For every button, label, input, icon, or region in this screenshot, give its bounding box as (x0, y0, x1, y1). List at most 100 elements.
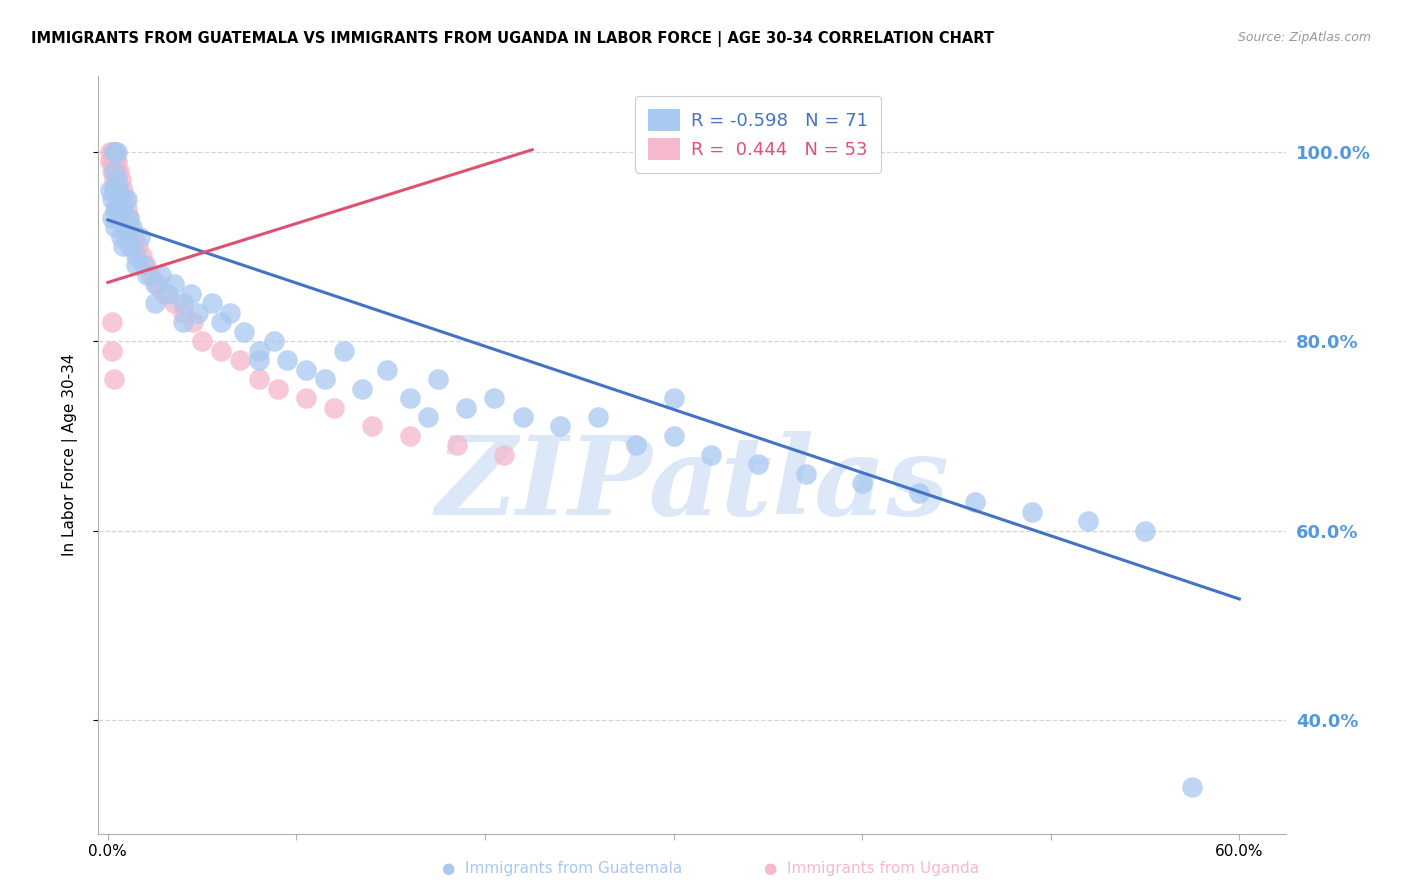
Point (456, 401, 478, 415)
Point (484, 391, 506, 405)
Point (232, 325, 254, 339)
Point (103, 163, 125, 178)
Point (115, 202, 138, 216)
Point (127, 239, 149, 253)
Point (143, 296, 166, 310)
Point (103, 145, 125, 159)
Point (103, 173, 125, 187)
Point (105, 192, 128, 206)
Point (111, 202, 134, 216)
Point (114, 220, 136, 235)
Point (120, 239, 142, 253)
Point (172, 296, 194, 310)
Point (111, 239, 134, 253)
Point (98, 145, 121, 159)
Point (120, 220, 142, 235)
Point (108, 163, 131, 178)
Point (110, 192, 132, 206)
Point (111, 202, 134, 216)
Point (100, 211, 122, 225)
Point (122, 230, 145, 244)
Point (418, 410, 440, 425)
Point (103, 145, 125, 159)
Point (794, 467, 817, 481)
Point (586, 410, 609, 425)
Point (624, 438, 647, 452)
Point (1021, 505, 1043, 519)
Point (103, 182, 125, 196)
Point (149, 268, 172, 282)
Point (191, 334, 214, 348)
Text: IMMIGRANTS FROM GUATEMALA VS IMMIGRANTS FROM UGANDA IN LABOR FORCE | AGE 30-34 C: IMMIGRANTS FROM GUATEMALA VS IMMIGRANTS … (31, 31, 994, 47)
Point (276, 353, 298, 368)
Point (662, 429, 685, 443)
Point (141, 268, 163, 282)
Point (121, 220, 143, 235)
Point (98, 154, 121, 169)
Point (1181, 780, 1204, 794)
Point (129, 230, 152, 244)
Point (98, 182, 121, 196)
Point (163, 296, 186, 310)
Point (105, 173, 128, 187)
Point (446, 438, 468, 452)
Point (662, 391, 685, 405)
Point (115, 192, 138, 206)
Point (131, 249, 153, 263)
Point (110, 230, 132, 244)
Text: ZIPatlas: ZIPatlas (436, 432, 949, 539)
Point (100, 145, 122, 159)
Point (163, 277, 186, 292)
Point (209, 343, 232, 358)
Point (105, 173, 128, 187)
Legend: R = -0.598   N = 71, R =  0.444   N = 53: R = -0.598 N = 71, R = 0.444 N = 53 (636, 96, 880, 173)
Point (108, 211, 131, 225)
Point (146, 277, 169, 292)
Point (103, 145, 125, 159)
Point (136, 268, 159, 282)
Point (200, 296, 222, 310)
Point (100, 192, 122, 206)
Point (100, 343, 122, 358)
Point (125, 249, 148, 263)
Point (110, 192, 132, 206)
Point (103, 154, 125, 169)
Point (100, 154, 122, 169)
Point (132, 258, 155, 272)
Point (747, 458, 769, 472)
Point (323, 401, 346, 415)
Point (229, 353, 252, 368)
Point (104, 163, 127, 178)
Point (187, 306, 209, 320)
Point (100, 315, 122, 329)
Point (375, 362, 398, 376)
Point (512, 410, 534, 425)
Point (103, 163, 125, 178)
Point (398, 429, 420, 443)
Point (332, 343, 354, 358)
Point (426, 372, 449, 386)
Point (209, 315, 232, 329)
Point (172, 315, 194, 329)
Point (263, 334, 285, 348)
Point (314, 372, 336, 386)
Point (247, 353, 270, 368)
Point (105, 202, 128, 216)
Point (360, 419, 382, 434)
Y-axis label: In Labor Force | Age 30-34: In Labor Force | Age 30-34 (62, 353, 77, 557)
Point (1133, 524, 1156, 538)
Point (965, 495, 987, 509)
Point (247, 343, 270, 358)
Point (104, 145, 127, 159)
Point (492, 448, 515, 462)
Point (352, 382, 374, 396)
Point (550, 419, 572, 434)
Point (100, 163, 122, 178)
Point (700, 448, 723, 462)
Point (114, 192, 136, 206)
Point (104, 202, 127, 216)
Point (117, 211, 139, 225)
Point (105, 163, 128, 178)
Point (111, 182, 134, 196)
Point (295, 391, 318, 405)
